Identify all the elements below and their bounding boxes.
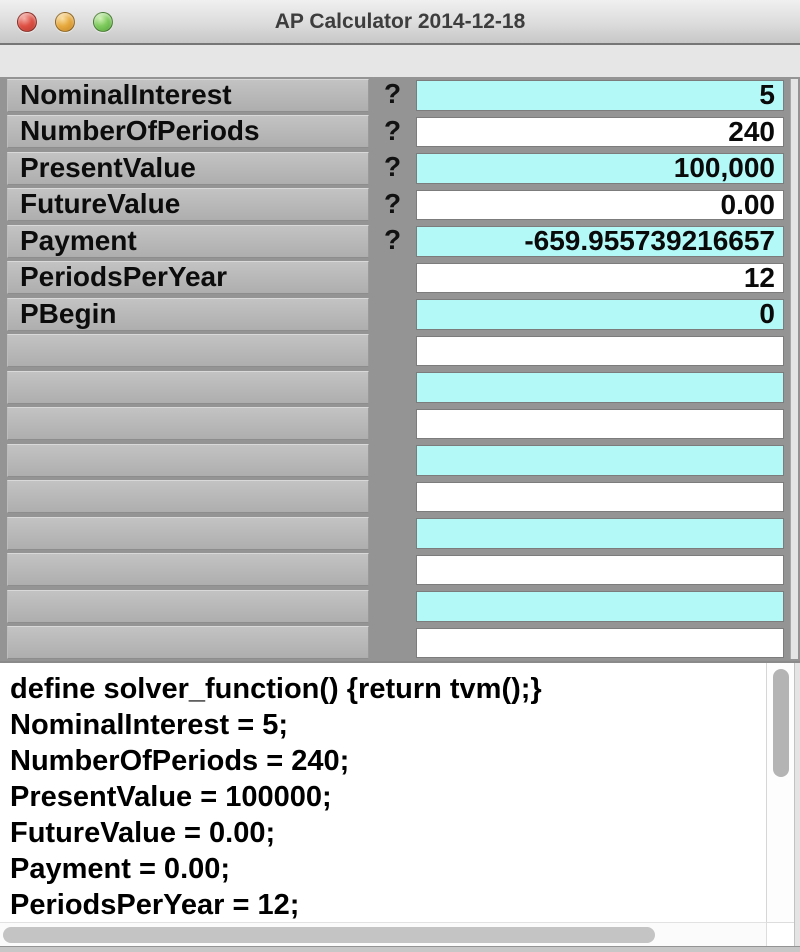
- value-field[interactable]: 5: [416, 80, 784, 111]
- value-field[interactable]: [416, 627, 784, 658]
- close-button[interactable]: [17, 12, 37, 32]
- variables-table: NominalInterest? 5 NumberOfPeriods? 240 Pres…: [0, 77, 800, 661]
- script-line: Payment = 0.00;: [10, 853, 231, 885]
- table-row: PresentValue? 100,000: [0, 150, 800, 187]
- solve-marker-cell[interactable]: [369, 442, 416, 479]
- solve-marker-cell[interactable]: ?: [383, 151, 402, 182]
- value-field[interactable]: [416, 408, 784, 439]
- editor-horizontal-scrollbar[interactable]: [0, 922, 766, 946]
- variables-rows: NominalInterest? 5 NumberOfPeriods? 240 Pres…: [0, 77, 800, 661]
- solve-marker-cell[interactable]: [369, 515, 416, 552]
- table-row: [0, 552, 800, 589]
- solve-marker-cell[interactable]: ?: [383, 224, 402, 255]
- solve-marker-cell[interactable]: [369, 625, 416, 662]
- solve-marker-cell[interactable]: [369, 333, 416, 370]
- table-row: [0, 588, 800, 625]
- value-field[interactable]: [416, 591, 784, 622]
- variable-name-cell[interactable]: [7, 589, 369, 623]
- variable-name-cell[interactable]: [7, 480, 369, 513]
- solve-marker-cell[interactable]: [369, 406, 416, 443]
- value-field[interactable]: [416, 518, 784, 549]
- value-field[interactable]: 0.00: [416, 189, 784, 220]
- script-line: NominalInterest = 5;: [10, 709, 288, 741]
- table-row: [0, 333, 800, 370]
- solve-marker-cell[interactable]: ?: [383, 114, 402, 146]
- table-row: [0, 479, 800, 516]
- script-line: FutureValue = 0.00;: [10, 817, 276, 849]
- solve-marker-cell[interactable]: [369, 296, 416, 333]
- minimize-button[interactable]: [55, 12, 75, 32]
- solve-marker-cell[interactable]: ?: [383, 187, 402, 219]
- editor-vertical-scrollbar-thumb[interactable]: [772, 669, 789, 777]
- variable-name-cell[interactable]: [7, 407, 369, 440]
- traffic-light-buttons: [17, 12, 113, 32]
- window-title: AP Calculator 2014-12-18: [274, 10, 526, 33]
- script-editor[interactable]: define solver_function() {return tvm();}…: [0, 661, 800, 946]
- script-line: PeriodsPerYear = 12;: [10, 889, 300, 920]
- variable-name-cell[interactable]: FutureValue: [7, 188, 369, 221]
- script-line: PresentValue = 100000;: [10, 781, 332, 813]
- value-field[interactable]: 100,000: [416, 153, 784, 184]
- titlebar[interactable]: AP Calculator 2014-12-18: [0, 0, 800, 45]
- value-field[interactable]: [416, 481, 784, 512]
- editor-vertical-scrollbar[interactable]: [766, 663, 794, 922]
- script-line: NumberOfPeriods = 240;: [10, 745, 350, 777]
- table-row: NominalInterest? 5: [0, 77, 800, 114]
- zoom-button[interactable]: [93, 12, 113, 32]
- value-field[interactable]: [416, 372, 784, 403]
- solve-marker-cell[interactable]: [369, 369, 416, 406]
- value-field[interactable]: 240: [416, 116, 784, 147]
- editor-right-edge: [794, 663, 800, 946]
- variable-name-cell[interactable]: [7, 443, 369, 477]
- table-row: FutureValue? 0.00: [0, 187, 800, 224]
- table-row: [0, 515, 800, 552]
- table-row: [0, 369, 800, 406]
- solve-marker-cell[interactable]: [369, 479, 416, 516]
- table-row: PeriodsPerYear 12: [0, 260, 800, 297]
- value-field[interactable]: 12: [416, 262, 784, 293]
- variable-name-cell[interactable]: [7, 334, 369, 367]
- content-background: [0, 47, 800, 77]
- table-row: [0, 406, 800, 443]
- table-row: NumberOfPeriods? 240: [0, 114, 800, 151]
- variable-name-cell[interactable]: PresentValue: [7, 151, 369, 185]
- solve-marker-cell[interactable]: [369, 588, 416, 625]
- editor-horizontal-scrollbar-thumb[interactable]: [3, 927, 655, 943]
- variable-name-cell[interactable]: [7, 626, 369, 659]
- variable-name-cell[interactable]: PBegin: [7, 297, 369, 331]
- variable-name-cell[interactable]: [7, 370, 369, 404]
- variable-name-cell[interactable]: [7, 516, 369, 550]
- table-row: [0, 625, 800, 662]
- variable-name-cell[interactable]: NumberOfPeriods: [7, 115, 369, 148]
- solve-marker-cell[interactable]: [369, 260, 416, 297]
- value-field[interactable]: 0: [416, 299, 784, 330]
- table-row: [0, 442, 800, 479]
- script-editor-text[interactable]: define solver_function() {return tvm();}…: [10, 671, 760, 920]
- value-field[interactable]: [416, 445, 784, 476]
- variable-name-cell[interactable]: [7, 553, 369, 586]
- solve-marker-cell[interactable]: ?: [383, 78, 402, 109]
- variable-name-cell[interactable]: PeriodsPerYear: [7, 261, 369, 294]
- solve-marker-cell[interactable]: [369, 552, 416, 589]
- variable-name-cell[interactable]: Payment: [7, 224, 369, 258]
- value-field[interactable]: [416, 335, 784, 366]
- table-scrollbar-track[interactable]: [790, 79, 798, 659]
- table-row: PBegin 0: [0, 296, 800, 333]
- value-field[interactable]: [416, 554, 784, 585]
- variable-name-cell[interactable]: NominalInterest: [7, 78, 369, 112]
- value-field[interactable]: -659.955739216657: [416, 226, 784, 257]
- window-bottom-edge: [0, 946, 800, 952]
- script-line: define solver_function() {return tvm();}: [10, 673, 542, 705]
- table-row: Payment? -659.955739216657: [0, 223, 800, 260]
- scrollbar-corner: [766, 922, 794, 946]
